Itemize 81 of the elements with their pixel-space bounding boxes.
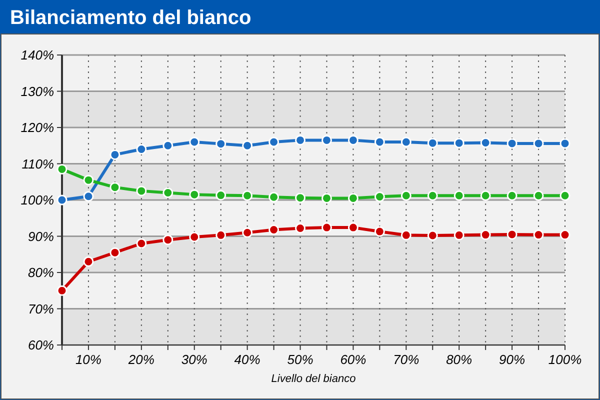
point: [268, 192, 280, 202]
point: [268, 136, 280, 148]
point: [136, 186, 147, 196]
point: [374, 136, 385, 148]
y-tick-label: 130%: [20, 84, 54, 99]
point: [480, 137, 491, 148]
point: [454, 230, 464, 240]
point: [560, 190, 570, 201]
point: [560, 230, 570, 240]
point: [216, 138, 226, 150]
point: [83, 191, 94, 202]
point: [321, 134, 332, 146]
point: [560, 138, 570, 149]
y-tick-label: 90%: [28, 228, 54, 244]
point: [454, 138, 464, 148]
point: [506, 138, 518, 149]
y-tick-label: 80%: [28, 265, 54, 280]
point: [295, 223, 306, 234]
x-tick-label: 90%: [499, 352, 526, 367]
point: [268, 224, 280, 235]
point: [348, 134, 358, 146]
point: [83, 256, 94, 267]
point: [242, 190, 253, 201]
point: [348, 192, 358, 204]
point: [295, 134, 306, 146]
y-tick-label: 140%: [20, 48, 54, 63]
point: [348, 222, 358, 233]
point: [83, 174, 94, 186]
point: [400, 190, 412, 201]
point: [506, 229, 518, 240]
point: [506, 190, 518, 201]
y-tick-label: 70%: [28, 301, 54, 316]
point: [321, 222, 332, 233]
point: [136, 144, 147, 154]
point: [533, 190, 544, 201]
x-tick-label: 10%: [75, 352, 102, 367]
y-tick-label: 60%: [28, 338, 54, 353]
point: [480, 190, 491, 201]
point: [400, 136, 412, 148]
point: [242, 140, 253, 151]
x-tick-label: 100%: [548, 352, 582, 367]
point: [216, 230, 226, 240]
point: [56, 194, 68, 206]
y-tick-label: 100%: [20, 192, 54, 208]
point: [162, 234, 174, 246]
point: [216, 190, 226, 201]
y-tick-label: 110%: [22, 156, 54, 172]
x-axis-title: Livello del bianco: [271, 373, 356, 385]
point: [189, 232, 200, 242]
point: [110, 149, 120, 160]
x-tick-label: 30%: [181, 352, 208, 367]
x-tick-label: 80%: [446, 352, 472, 367]
point: [56, 164, 68, 174]
x-tick-label: 70%: [393, 352, 420, 367]
point: [295, 192, 306, 204]
point: [427, 230, 438, 241]
point: [321, 192, 332, 204]
x-tick-label: 20%: [127, 352, 154, 367]
point: [454, 190, 464, 201]
point: [110, 247, 120, 258]
point: [533, 138, 544, 149]
x-tick-label: 50%: [287, 352, 314, 367]
x-tick-label: 40%: [234, 352, 260, 367]
point: [427, 138, 438, 148]
point: [427, 190, 438, 201]
point: [533, 230, 544, 240]
point: [136, 238, 147, 249]
point: [400, 230, 412, 240]
point: [480, 230, 491, 240]
chart-title: Bilanciamento del bianco: [10, 7, 252, 29]
point: [374, 191, 385, 202]
point: [189, 136, 200, 148]
point: [56, 285, 68, 296]
y-tick-label: 120%: [20, 120, 54, 136]
point: [374, 226, 385, 237]
point: [162, 140, 174, 151]
point: [242, 227, 253, 238]
x-tick-label: 60%: [340, 352, 366, 367]
point: [162, 188, 174, 198]
point: [110, 182, 120, 193]
point: [189, 189, 200, 200]
